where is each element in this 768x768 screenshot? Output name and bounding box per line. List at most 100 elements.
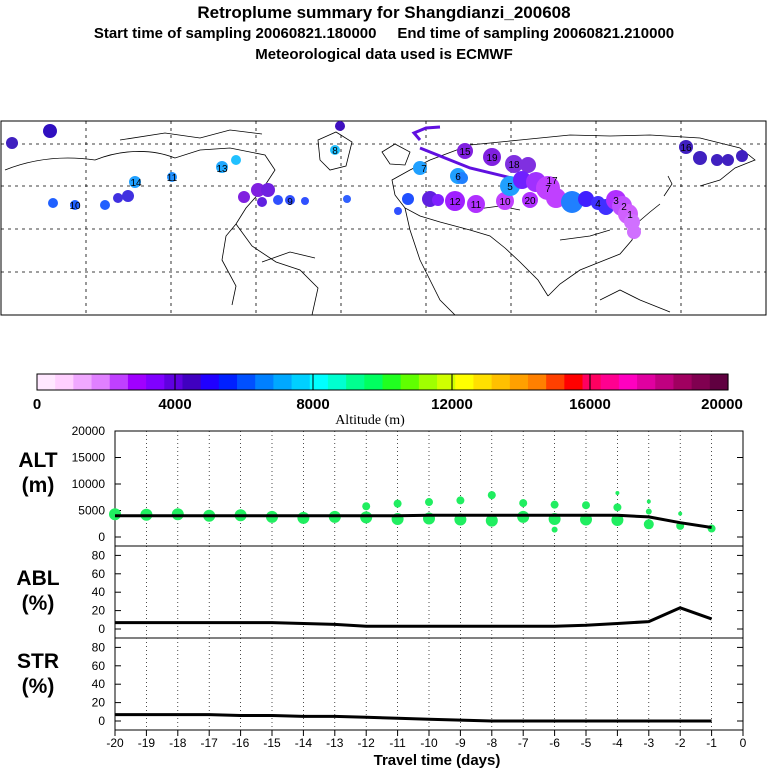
altitude-scatter-point <box>643 519 654 530</box>
trajectory-dot <box>100 200 110 210</box>
altitude-scatter-point <box>362 502 371 511</box>
trajectory-dot <box>6 137 18 149</box>
colorbar-cell <box>218 374 238 390</box>
trajectory-dot <box>43 124 57 138</box>
x-tick-label: -1 <box>706 736 717 750</box>
trajectory-dot <box>578 191 594 207</box>
met-data-note: Meteorological data used is ECMWF <box>255 46 513 63</box>
trajectory-dot <box>445 191 465 211</box>
altitude-scatter-point <box>485 514 498 527</box>
colorbar-cell <box>618 374 638 390</box>
colorbar-cells <box>37 374 729 390</box>
x-tick-label: -2 <box>675 736 686 750</box>
colorbar-cell <box>582 374 602 390</box>
y-tick-label: 80 <box>92 548 106 562</box>
trajectory-dot <box>505 155 523 173</box>
colorbar-cell <box>673 374 693 390</box>
colorbar-cell <box>327 374 347 390</box>
trajectory-dot <box>693 151 707 165</box>
altitude-scatter-point <box>517 510 530 523</box>
trajectory-dot <box>122 190 134 202</box>
trajectory-dot <box>546 188 566 208</box>
trajectory-dot <box>432 194 444 206</box>
colorbar-tick-label: 16000 <box>569 396 611 413</box>
altitude-scatter-point <box>551 526 558 533</box>
x-tick-label: -8 <box>486 736 497 750</box>
x-tick-label: -12 <box>358 736 376 750</box>
colorbar-cell <box>400 374 420 390</box>
colorbar-cell <box>691 374 711 390</box>
altitude-scatter-point <box>456 496 465 505</box>
colorbar-cell <box>91 374 111 390</box>
colorbar-tick-label: 0 <box>33 396 41 413</box>
trajectory-dot <box>216 161 228 173</box>
trajectory-dot <box>561 191 583 213</box>
altitude-scatter-point <box>360 511 373 524</box>
x-tick-label: -20 <box>106 736 124 750</box>
x-tick-label: -17 <box>201 736 219 750</box>
y-tick-label: 40 <box>92 585 106 599</box>
trajectory-day-label: 15 <box>459 147 471 158</box>
series-line-abl <box>115 606 713 628</box>
trajectory-dot <box>330 145 340 155</box>
y-tick-label: 40 <box>92 677 106 691</box>
trajectory-dot <box>129 176 141 188</box>
altitude-colorbar: 0 4000 8000 12000 16000 20000 Altitude (… <box>33 373 743 428</box>
x-tick-label: 0 <box>740 736 747 750</box>
panel-abl: 0 20 40 60 80 ABL(%) <box>16 545 744 639</box>
colorbar-cell <box>237 374 256 390</box>
trajectory-day-label: 10 <box>499 197 511 208</box>
colorbar-cell <box>55 374 74 390</box>
trajectory-dot <box>343 195 351 203</box>
altitude-scatter-point <box>109 508 121 521</box>
colorbar-tick-label: 20000 <box>701 396 743 413</box>
x-tick-label: -16 <box>232 736 250 750</box>
y-tick-label: 5000 <box>78 504 105 518</box>
trajectory-dot <box>413 161 427 175</box>
trajectory-day-label: 8 <box>332 146 338 157</box>
panel-frame <box>114 545 744 639</box>
y-tick-label: 20 <box>92 696 106 710</box>
trajectory-day-label: 10 <box>69 201 81 212</box>
y-tick-label: 15000 <box>72 451 106 465</box>
colorbar-tick-label: 8000 <box>296 396 329 413</box>
trajectory-dot <box>627 225 641 239</box>
trajectory-dot <box>711 154 723 166</box>
colorbar-cell <box>509 374 529 390</box>
trajectory-dot <box>113 193 123 203</box>
trajectory-day-label: 20 <box>524 196 536 207</box>
altitude-scatter-point <box>645 508 652 515</box>
y-tick-label: 0 <box>98 530 105 544</box>
colorbar-axis-label: Altitude (m) <box>335 413 405 428</box>
panel-y-label: ALT <box>18 449 57 472</box>
trajectory-dot <box>467 195 485 213</box>
trajectory-dot <box>496 192 514 210</box>
trajectory-dot <box>251 183 265 197</box>
trajectory-dot <box>238 191 250 203</box>
x-tick-label: -9 <box>455 736 466 750</box>
colorbar-cell <box>437 374 456 390</box>
colorbar-tick-labels: 0 4000 8000 12000 16000 20000 <box>33 396 743 413</box>
trajectory-day-label: 9 <box>287 197 293 208</box>
trajectory-dot <box>402 193 414 205</box>
x-axis: -20 -19 -18 -17 -16 -15 -14 -13 -12 -11 -10 -9 -8 -7-… <box>106 730 747 768</box>
altitude-scatter-point <box>582 501 590 510</box>
trajectory-dot <box>520 157 536 173</box>
y-tick-label: 60 <box>92 567 106 581</box>
trajectory-day-label: 18 <box>508 160 520 171</box>
trajectory-day-label: 2 <box>621 202 627 213</box>
colorbar-cell <box>600 374 620 390</box>
altitude-scatter-point <box>393 499 402 508</box>
colorbar-cell <box>527 374 547 390</box>
altitude-scatter-point <box>611 514 624 527</box>
trajectory-dot <box>261 183 275 197</box>
trajectory-dot <box>456 172 468 184</box>
y-tick-label: 20 <box>92 604 106 618</box>
colorbar-cell <box>546 374 565 390</box>
colorbar-cell <box>382 374 402 390</box>
colorbar-cell <box>473 374 493 390</box>
panel-str: 0 20 40 60 80 STR(%) <box>17 637 744 731</box>
altitude-scatter-point <box>171 508 184 521</box>
